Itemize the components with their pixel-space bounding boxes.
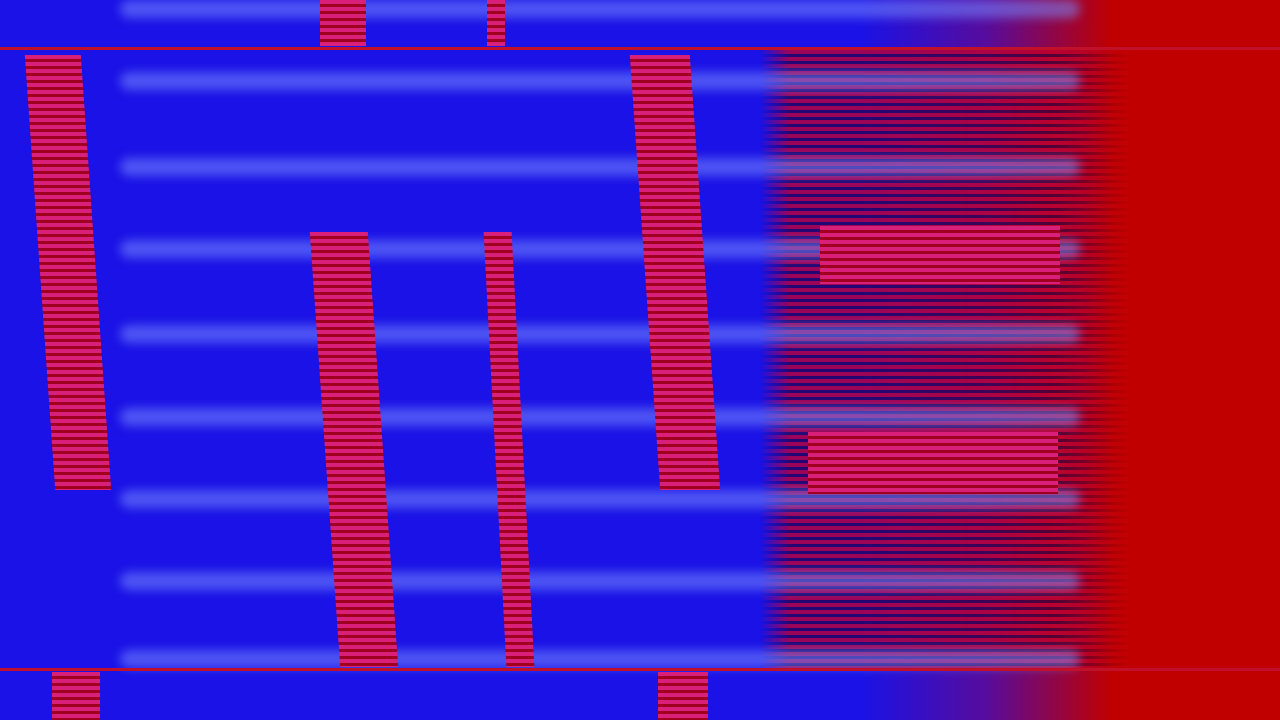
light-band [120, 0, 1080, 18]
striped-block [808, 432, 1058, 494]
striped-column [483, 232, 535, 667]
striped-column [309, 232, 399, 667]
horizontal-rule [0, 668, 1280, 671]
light-band [120, 158, 1080, 176]
light-band [120, 325, 1080, 343]
striped-column [52, 672, 100, 720]
light-band [120, 650, 1080, 668]
striped-red-block [760, 50, 1130, 670]
light-band [120, 72, 1080, 90]
light-band [120, 408, 1080, 426]
striped-column [320, 0, 366, 46]
striped-column [24, 55, 112, 490]
light-band [120, 572, 1080, 590]
striped-column [658, 672, 708, 720]
striped-column [487, 0, 505, 46]
horizontal-rule [0, 47, 1280, 50]
striped-block [820, 226, 1060, 284]
